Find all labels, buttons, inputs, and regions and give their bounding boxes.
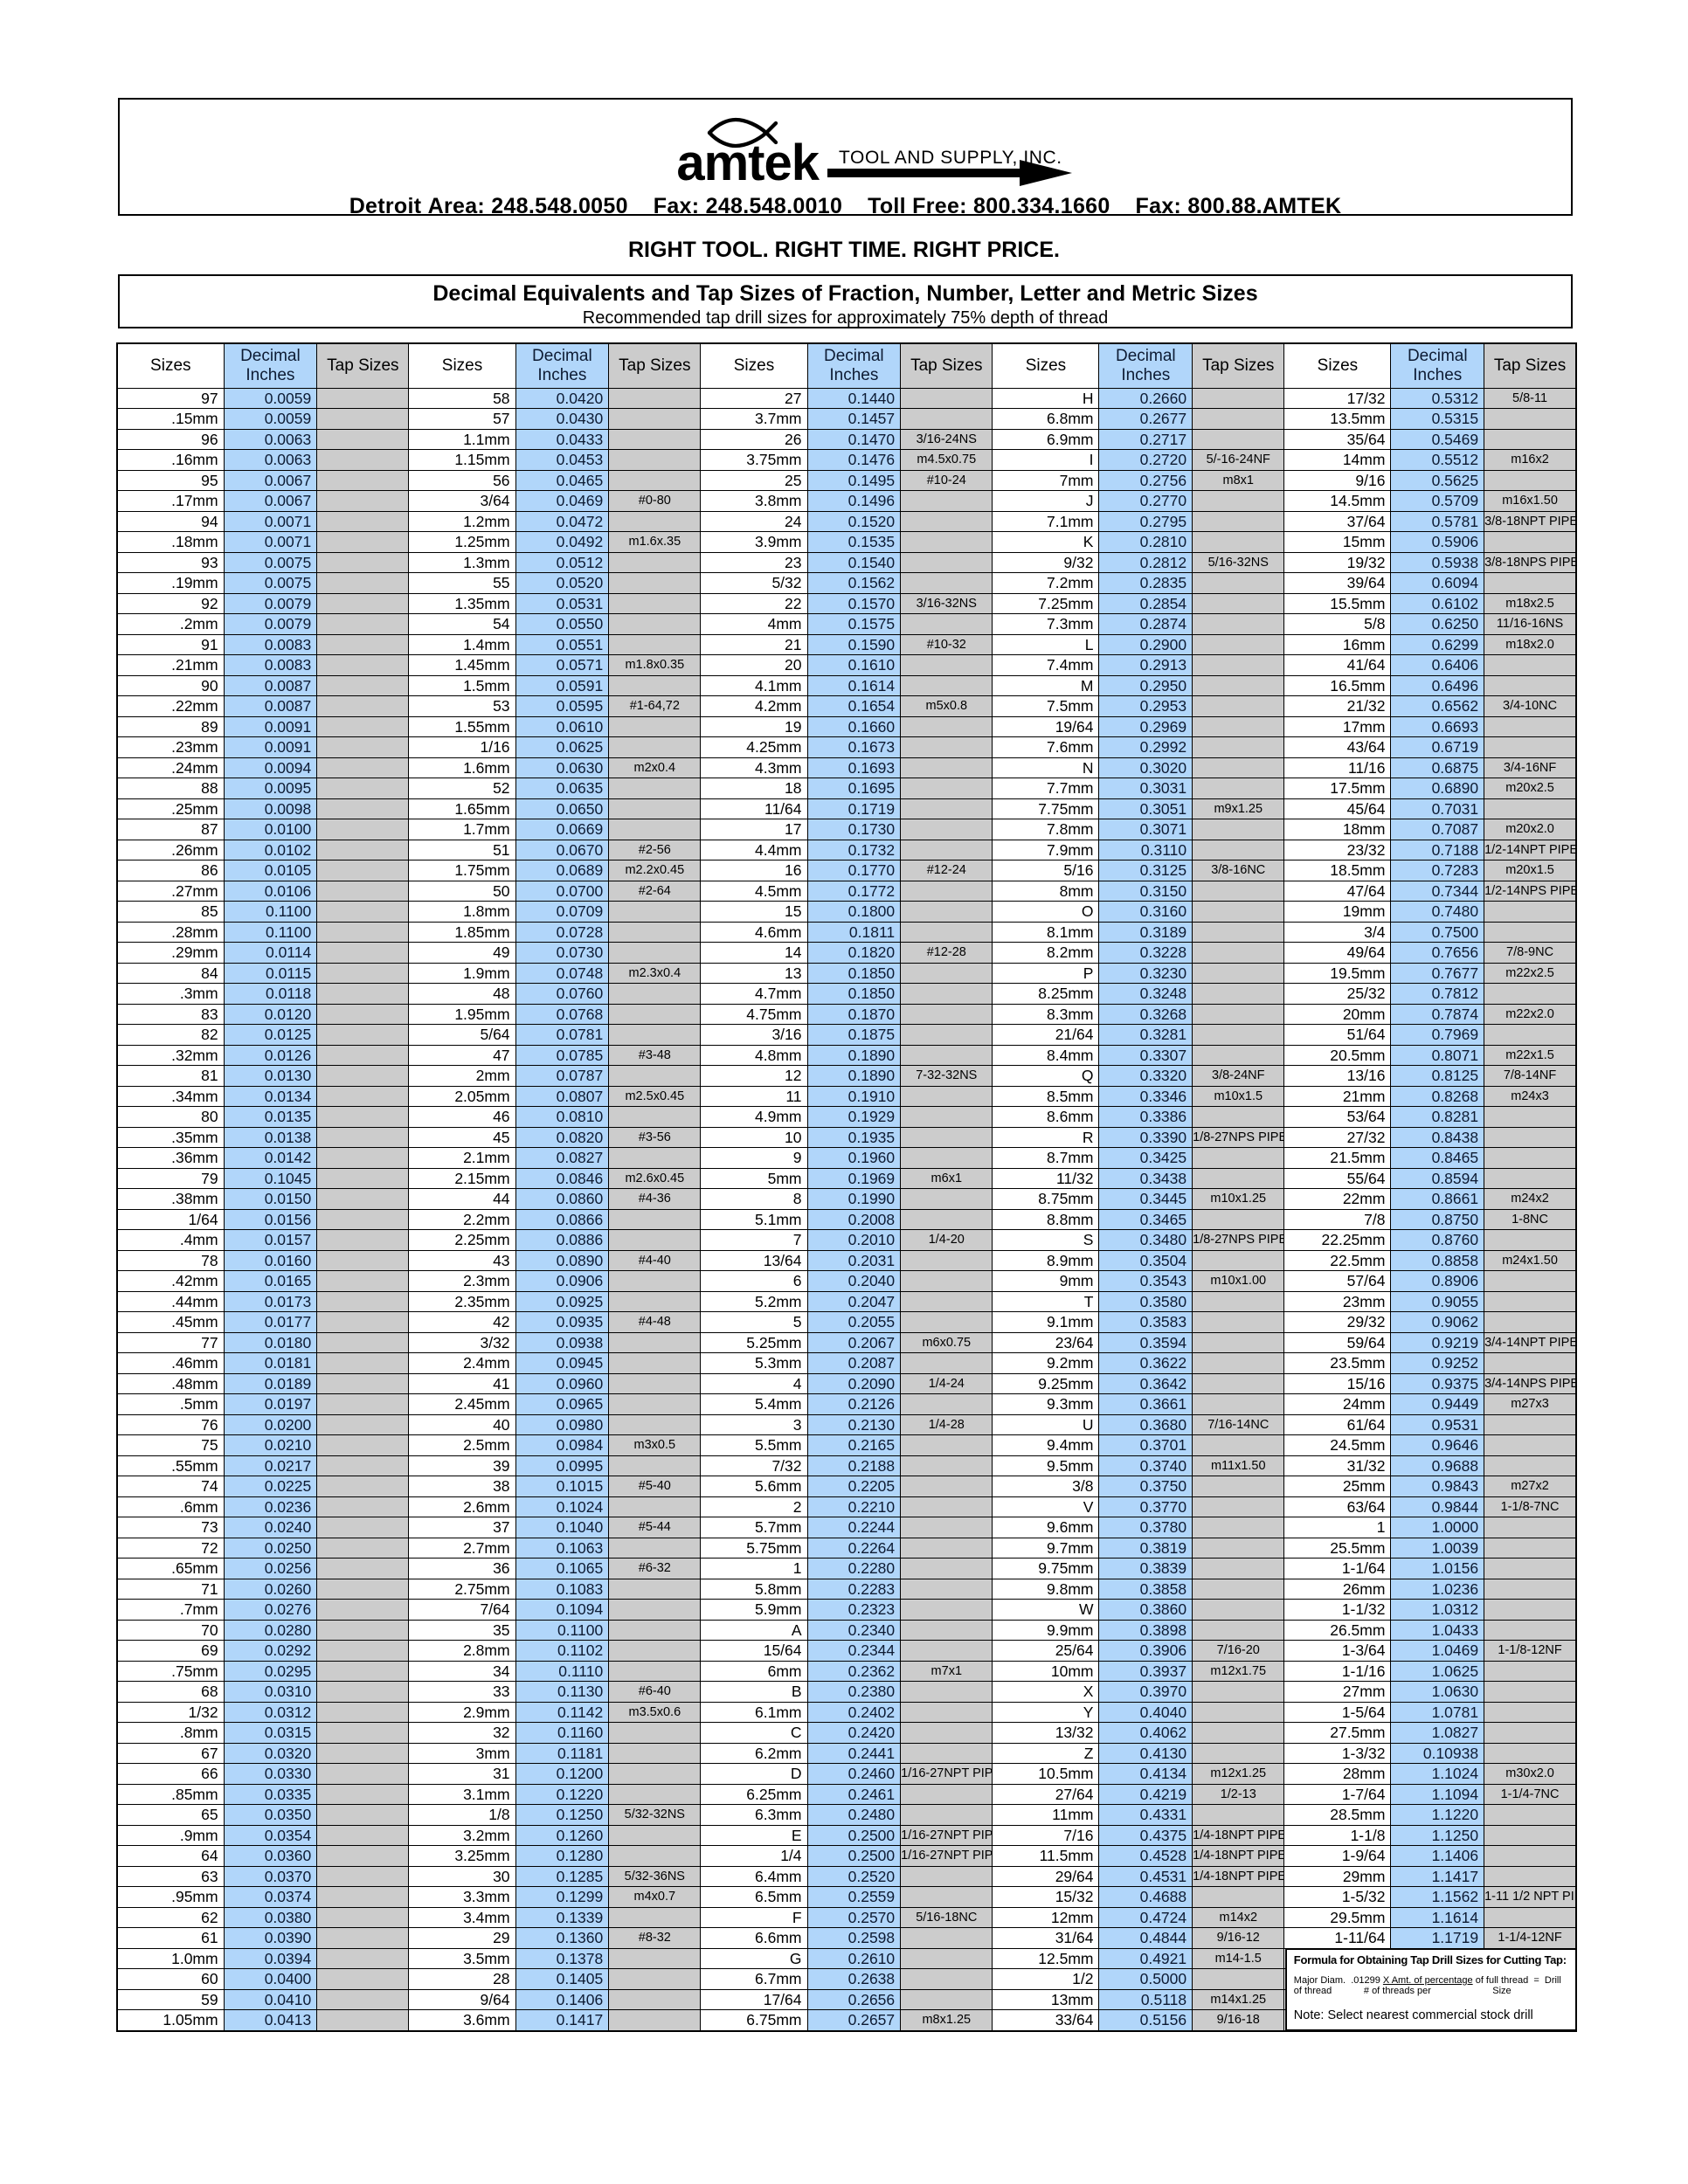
svg-text:amtek: amtek	[676, 135, 820, 187]
svg-text:TOOL AND SUPPLY, INC.: TOOL AND SUPPLY, INC.	[839, 148, 1062, 168]
